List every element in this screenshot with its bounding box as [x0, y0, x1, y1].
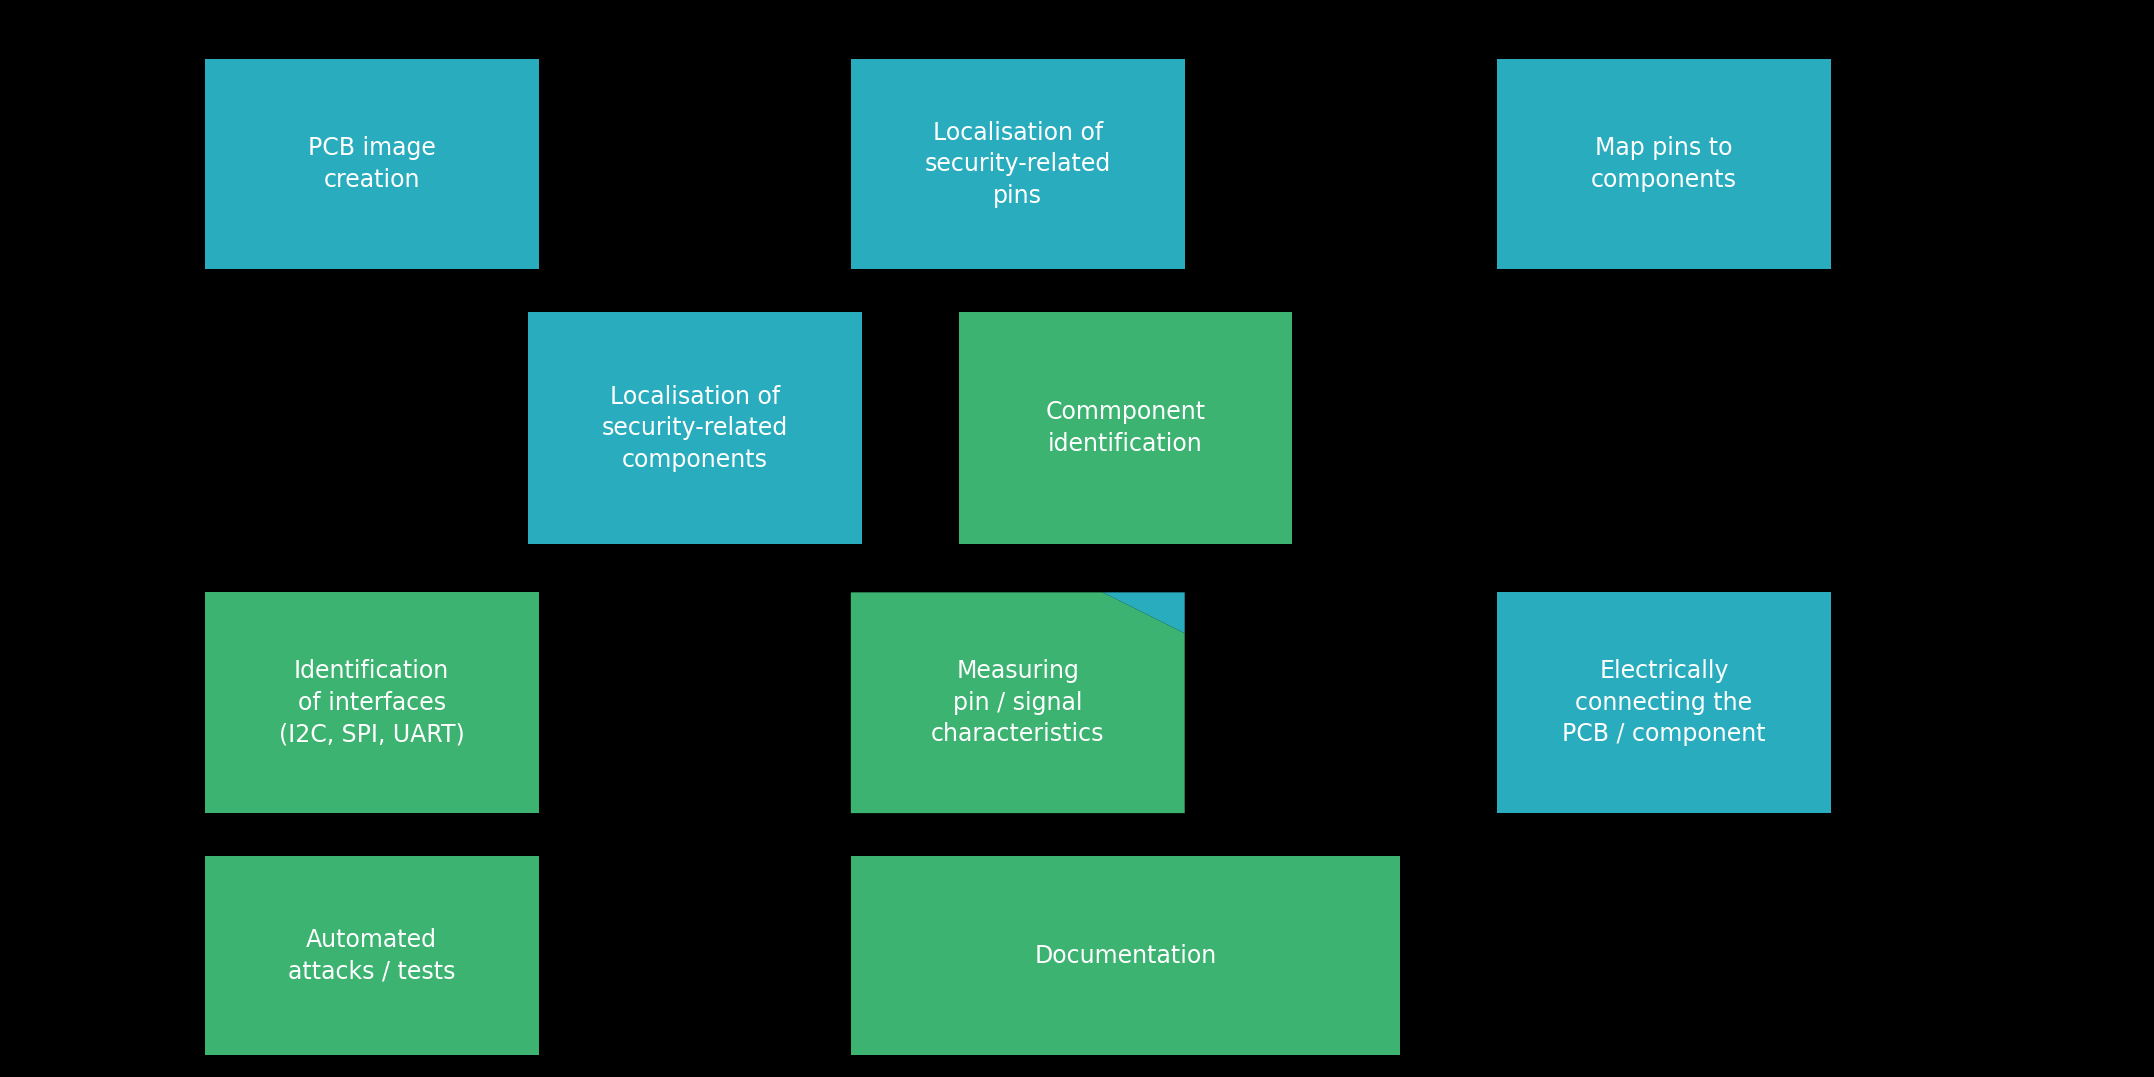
Text: Localisation of
security-related
pins: Localisation of security-related pins	[924, 121, 1111, 208]
FancyBboxPatch shape	[205, 856, 538, 1055]
Text: PCB image
creation: PCB image creation	[308, 137, 435, 192]
FancyBboxPatch shape	[959, 312, 1292, 544]
Text: Map pins to
components: Map pins to components	[1592, 137, 1736, 192]
Polygon shape	[851, 592, 1185, 813]
FancyBboxPatch shape	[205, 592, 538, 813]
FancyBboxPatch shape	[1497, 592, 1831, 813]
Text: Automated
attacks / tests: Automated attacks / tests	[289, 928, 454, 983]
FancyBboxPatch shape	[1497, 59, 1831, 269]
FancyBboxPatch shape	[205, 59, 538, 269]
FancyBboxPatch shape	[528, 312, 862, 544]
Text: Electrically
connecting the
PCB / component: Electrically connecting the PCB / compon…	[1562, 659, 1766, 746]
Polygon shape	[1103, 592, 1185, 633]
FancyBboxPatch shape	[851, 59, 1185, 269]
FancyBboxPatch shape	[851, 856, 1400, 1055]
Text: Localisation of
security-related
components: Localisation of security-related compone…	[601, 384, 788, 472]
Text: Measuring
pin / signal
characteristics: Measuring pin / signal characteristics	[931, 659, 1105, 746]
Text: Documentation: Documentation	[1034, 943, 1217, 968]
Text: Identification
of interfaces
(I2C, SPI, UART): Identification of interfaces (I2C, SPI, …	[278, 659, 465, 746]
Text: Commponent
identification: Commponent identification	[1045, 401, 1206, 456]
